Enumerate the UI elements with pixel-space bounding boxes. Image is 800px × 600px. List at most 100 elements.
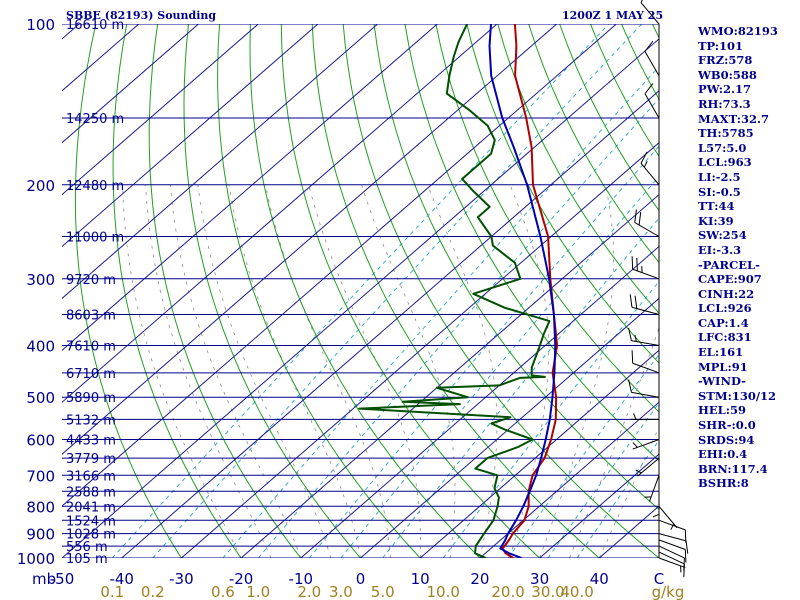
moist-adiabat [598, 426, 659, 558]
temperature-tick-label: 0 [356, 570, 366, 588]
height-label: 3166 m [66, 469, 116, 484]
mixing-ratio-label: 3.0 [329, 583, 353, 600]
height-label: 11000 m [66, 230, 124, 245]
wind-barb [658, 505, 678, 530]
moist-adiabat-lines [122, 184, 659, 558]
isotherm-line [360, 297, 659, 558]
series-line-0 [501, 24, 559, 558]
index-item: LCL:926 [698, 301, 752, 316]
mixing-ratio-label: 40.0 [560, 583, 593, 600]
pressure-tick-label: 200 [26, 177, 55, 195]
dry-adiabat [112, 24, 242, 558]
wind-barb [631, 256, 660, 280]
mixing-ratio-line [257, 97, 659, 558]
height-label: 7610 m [66, 340, 116, 355]
wind-barb [632, 439, 660, 450]
temperature-tick-label: 10 [411, 570, 430, 588]
dry-adiabat [776, 24, 800, 558]
index-item: EL:161 [698, 345, 744, 360]
temperature-tick-label: 30 [530, 570, 549, 588]
index-item: STM:130/12 [698, 388, 777, 403]
chart-title: SBBE (82193) Sounding [66, 9, 217, 22]
dry-adiabat [342, 24, 659, 558]
temperature-tick-label: -10 [289, 570, 314, 588]
mixing-ratio-label: 0.2 [141, 583, 165, 600]
wind-barbs [628, 0, 689, 577]
index-item: -PARCEL- [698, 257, 760, 272]
index-item: LI:-2.5 [698, 169, 741, 184]
pressure-tick-label: 700 [26, 467, 55, 485]
index-item: TH:5785 [698, 126, 754, 141]
wind-barb [644, 40, 660, 76]
wind-barb [644, 83, 660, 119]
dry-adiabat [311, 24, 600, 558]
moist-adiabat [122, 184, 242, 558]
height-label: 14250 m [66, 112, 124, 127]
moist-adiabat [569, 326, 659, 558]
isotherm-line [62, 24, 438, 352]
dry-adiabat [217, 24, 421, 558]
isotherm-line [62, 24, 378, 300]
wind-barb [635, 457, 660, 477]
mixing-ratio-label: 1.0 [246, 583, 270, 600]
pressure-tick-label: 500 [26, 389, 55, 407]
dry-adiabat [249, 24, 481, 558]
wind-barb [658, 557, 686, 573]
height-label: 105 m [66, 552, 108, 567]
mixing-ratio-label: 30.0 [531, 583, 564, 600]
isotherm-line [539, 453, 659, 558]
pressure-tick-label: 100 [26, 16, 55, 34]
isotherm-line [479, 401, 659, 558]
dry-adiabat [183, 24, 361, 558]
wind-barb [652, 491, 660, 520]
temperature-tick-label: C [654, 570, 664, 588]
pressure-tick-label: 800 [26, 498, 55, 516]
isotherm-line [121, 90, 659, 558]
mixing-ratio-label: 2.0 [297, 583, 321, 600]
moist-adiabat [228, 184, 361, 558]
sounding-series [358, 24, 559, 558]
index-item: EHI:0.4 [698, 447, 748, 462]
height-label: 9720 m [66, 273, 116, 288]
mixing-ratio-label: 20.0 [491, 583, 524, 600]
background-lines [62, 24, 800, 558]
wind-barb [628, 327, 660, 346]
temperature-tick-label: -20 [229, 570, 254, 588]
wind-barb [658, 519, 687, 543]
pressure-tick-label: 900 [26, 526, 55, 544]
isotherm-line [62, 24, 617, 507]
pressure-tick-label: 1000 [17, 550, 55, 568]
index-item: LCL:963 [698, 155, 752, 170]
wind-barb [629, 294, 660, 315]
wind-barb [640, 0, 660, 25]
index-item: SRDS:94 [698, 432, 755, 447]
index-item: SI:-0.5 [698, 184, 741, 199]
height-label: 2588 m [66, 485, 116, 500]
height-label: 6710 m [66, 367, 116, 382]
indices-list: WMO:82193 TP:101 FRZ:578 WB0:588 PW:2.17 RH:7… [698, 24, 778, 491]
index-item: CAPE:907 [698, 272, 762, 287]
height-label: 3779 m [66, 452, 116, 467]
index-item: FRZ:578 [698, 53, 753, 68]
height-label: 4433 m [66, 434, 116, 449]
index-item: SHR-:0.0 [698, 418, 756, 433]
height-label: 16610 m [66, 18, 124, 33]
temperature-tick-label: -40 [109, 570, 134, 588]
mixing-ratio-lines [111, 24, 659, 558]
x-axis-corner-label: mb [32, 570, 56, 588]
wind-barb [644, 475, 660, 502]
index-item: TT:44 [698, 199, 735, 214]
mixing-ratio-label: 0.1 [100, 583, 124, 600]
index-item: HEL:59 [698, 403, 746, 418]
isobar-lines [62, 24, 659, 558]
wind-barb [628, 379, 660, 398]
index-item: BRN:117.4 [698, 461, 768, 476]
wind-barb [658, 539, 687, 563]
height-label: 5132 m [66, 413, 116, 428]
height-label: 1028 m [66, 528, 116, 543]
isotherm-line [62, 24, 319, 248]
index-item: KI:39 [698, 213, 734, 228]
isotherm-line [419, 349, 659, 558]
